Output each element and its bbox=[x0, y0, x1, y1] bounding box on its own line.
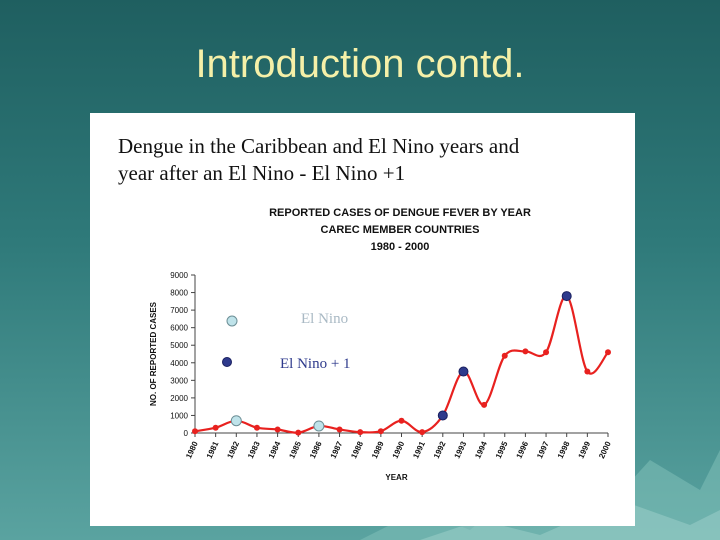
legend-el-nino-marker bbox=[226, 315, 238, 327]
x-tick-label: 1991 bbox=[411, 440, 427, 460]
x-axis: 1980 1981 1982 1983 1984 1985 1986 1987 1988 1989… bbox=[184, 432, 613, 482]
y-tick-label: 4000 bbox=[170, 359, 188, 368]
y-axis-label: NO. OF REPORTED CASES bbox=[149, 301, 158, 406]
data-point bbox=[212, 424, 219, 431]
y-tick-label: 5000 bbox=[170, 341, 188, 350]
chart-title-line: 1980 - 2000 bbox=[371, 241, 430, 253]
data-point bbox=[481, 401, 488, 408]
slide-title: Introduction contd. bbox=[195, 42, 525, 86]
chart-panel: Dengue in the Caribbean and El Nino year… bbox=[90, 113, 635, 526]
x-tick-label: 1995 bbox=[494, 440, 510, 460]
x-tick-label: 1981 bbox=[205, 440, 221, 460]
x-tick-label: 1992 bbox=[432, 440, 448, 460]
data-point bbox=[543, 349, 550, 356]
x-tick-label: 1997 bbox=[535, 440, 551, 460]
x-tick-label: 1984 bbox=[267, 440, 283, 460]
data-point bbox=[605, 349, 611, 356]
x-tick-label: 1998 bbox=[556, 440, 572, 460]
data-point bbox=[522, 348, 529, 355]
x-tick-label: 1980 bbox=[184, 440, 200, 460]
data-point bbox=[357, 429, 364, 436]
data-point bbox=[501, 352, 508, 359]
series-line-group bbox=[194, 294, 609, 434]
data-point bbox=[336, 426, 343, 433]
x-tick-label: 1989 bbox=[370, 440, 386, 460]
x-tick-label: 1988 bbox=[349, 440, 365, 460]
x-tick-label: 1985 bbox=[287, 440, 303, 460]
panel-heading-line-1: Dengue in the Caribbean and El Nino year… bbox=[118, 134, 520, 158]
x-tick-label: 1982 bbox=[225, 440, 241, 460]
data-point bbox=[253, 424, 260, 431]
x-tick-label: 1994 bbox=[473, 440, 489, 460]
x-axis-label: YEAR bbox=[385, 473, 407, 482]
panel-heading-line-2: year after an El Nino - El Nino +1 bbox=[118, 161, 406, 185]
y-tick-label: 1000 bbox=[170, 411, 188, 420]
x-tick-label: 1999 bbox=[576, 440, 592, 460]
x-tick-label: 1993 bbox=[453, 440, 469, 460]
el-nino-point bbox=[230, 415, 242, 427]
el-nino-point bbox=[313, 420, 325, 432]
data-point bbox=[419, 429, 426, 436]
series-line bbox=[194, 294, 609, 434]
el-nino-plus-1-point bbox=[437, 410, 448, 421]
el-nino-plus-1-point bbox=[458, 366, 469, 377]
y-tick-label: 3000 bbox=[170, 376, 188, 385]
x-tick-label: 1983 bbox=[246, 440, 262, 460]
dengue-line-chart: REPORTED CASES OF DENGUE FEVER BY YEAR CA… bbox=[149, 207, 613, 482]
x-tick-label: 1986 bbox=[308, 440, 324, 460]
data-point bbox=[295, 429, 302, 436]
x-tick-label: 1990 bbox=[391, 440, 407, 460]
x-tick-label: 1987 bbox=[329, 440, 345, 460]
y-tick-label: 0 bbox=[184, 429, 189, 438]
legend: El Nino El Nino + 1 bbox=[222, 311, 351, 372]
y-axis: 0 1000 2000 3000 4000 5000 6000 7000 8000 9000 NO.… bbox=[149, 271, 196, 438]
chart-title: REPORTED CASES OF DENGUE FEVER BY YEAR CA… bbox=[269, 207, 531, 253]
data-point bbox=[274, 426, 281, 433]
y-tick-label: 9000 bbox=[170, 271, 188, 280]
data-point bbox=[192, 428, 198, 435]
x-tick-label: 1996 bbox=[515, 440, 531, 460]
y-tick-label: 6000 bbox=[170, 324, 188, 333]
legend-el-nino-plus-1-label: El Nino + 1 bbox=[280, 356, 351, 372]
chart-title-line: REPORTED CASES OF DENGUE FEVER BY YEAR bbox=[269, 207, 531, 219]
chart-title-line: CAREC MEMBER COUNTRIES bbox=[321, 224, 480, 236]
panel-heading: Dengue in the Caribbean and El Nino year… bbox=[118, 133, 618, 187]
data-point bbox=[398, 417, 405, 424]
y-tick-label: 7000 bbox=[170, 306, 188, 315]
data-point bbox=[584, 368, 591, 375]
y-tick-label: 8000 bbox=[170, 289, 188, 298]
el-nino-plus-1-point bbox=[561, 291, 572, 302]
data-points bbox=[192, 291, 611, 436]
legend-el-nino-plus-1-marker bbox=[222, 357, 232, 367]
y-tick-label: 2000 bbox=[170, 394, 188, 403]
legend-el-nino-label: El Nino bbox=[301, 311, 348, 327]
data-point bbox=[377, 428, 384, 435]
x-tick-label: 2000 bbox=[597, 440, 613, 460]
